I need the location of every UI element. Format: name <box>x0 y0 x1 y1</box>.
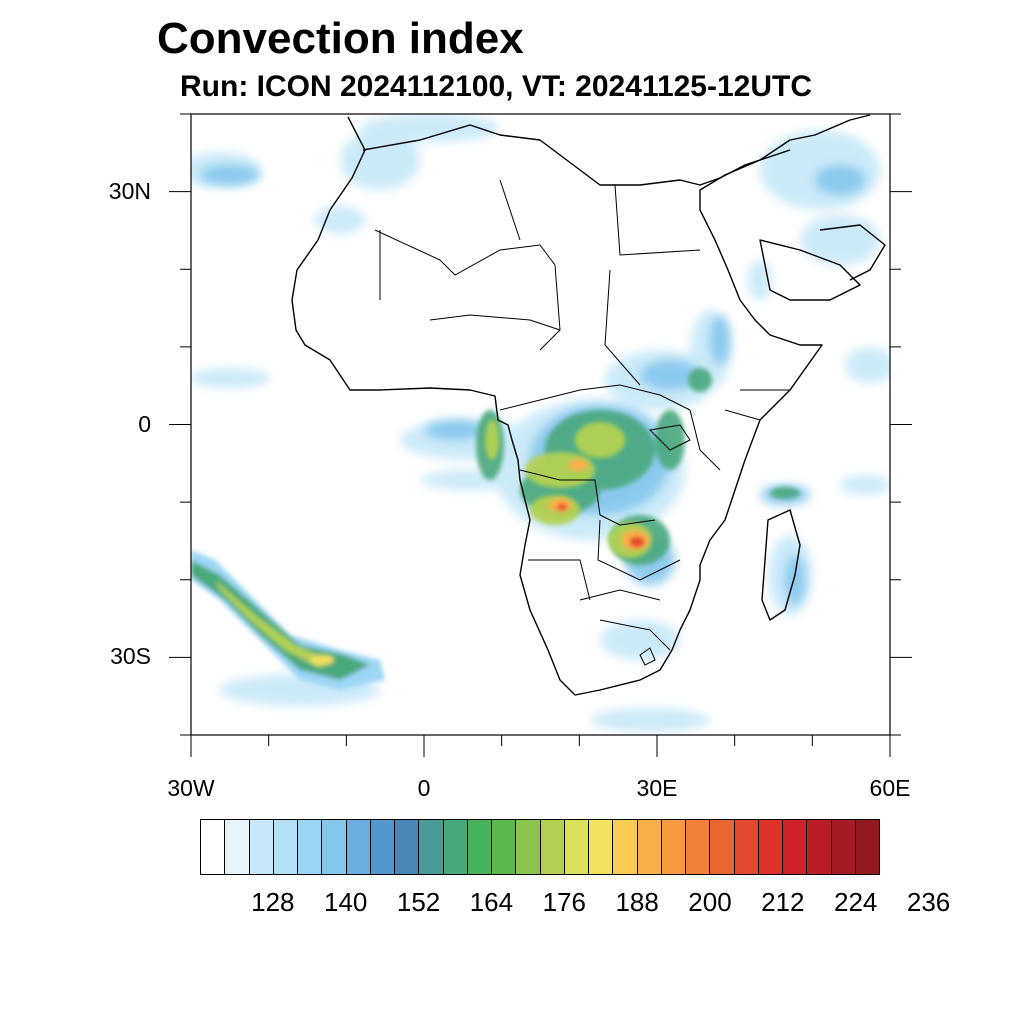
axis-ticks <box>169 113 912 757</box>
colorbar-label: 152 <box>396 887 441 917</box>
colorbar-swatch <box>758 820 783 874</box>
colorbar-label: 164 <box>469 887 514 917</box>
colorbar <box>200 819 880 875</box>
colorbar-swatch <box>322 820 347 874</box>
colorbar-label: 176 <box>542 887 586 917</box>
colorbar-swatch <box>273 820 298 874</box>
lat-tick-label: 0 <box>138 410 151 437</box>
lat-tick-label: 30S <box>110 643 151 670</box>
lat-tick-label: 30N <box>108 177 151 204</box>
colorbar-swatch <box>686 820 711 874</box>
colorbar-swatch <box>419 820 444 874</box>
colorbar-swatch <box>710 820 735 874</box>
colorbar-swatch <box>661 820 686 874</box>
colorbar-swatch <box>443 820 468 874</box>
colorbar-swatch <box>201 820 226 874</box>
colorbar-label: 224 <box>834 887 878 917</box>
colorbar-swatch <box>492 820 517 874</box>
colorbar-swatch <box>637 820 662 874</box>
lon-tick-label: 30W <box>167 775 215 801</box>
colorbar-label: 188 <box>615 887 659 917</box>
lon-tick-label: 0 <box>417 775 431 801</box>
colorbar-label: 236 <box>906 887 951 917</box>
colorbar-label: 128 <box>251 887 295 917</box>
coastlines <box>291 114 886 696</box>
colorbar-swatch <box>395 820 420 874</box>
colorbar-label: 200 <box>688 887 732 917</box>
colorbar-swatch <box>831 820 856 874</box>
colorbar-swatch <box>249 820 274 874</box>
colorbar-swatch <box>613 820 638 874</box>
colorbar-swatch <box>370 820 395 874</box>
colorbar-label: 212 <box>761 887 805 917</box>
colorbar-swatch <box>564 820 589 874</box>
colorbar-swatch <box>346 820 371 874</box>
colorbar-swatch <box>225 820 250 874</box>
convection-field <box>191 114 890 732</box>
colorbar-swatch <box>298 820 323 874</box>
chart-title: Convection index <box>157 14 524 63</box>
colorbar-swatch <box>807 820 832 874</box>
country-borders <box>374 179 790 666</box>
chart-subtitle: Run: ICON 2024112100, VT: 20241125-12UTC <box>180 70 813 103</box>
lon-tick-label: 30E <box>636 775 678 801</box>
colorbar-swatch <box>467 820 492 874</box>
lon-tick-label: 60E <box>869 775 911 801</box>
colorbar-swatch <box>734 820 759 874</box>
colorbar-swatch <box>540 820 565 874</box>
colorbar-swatch <box>589 820 614 874</box>
colorbar-label: 140 <box>324 887 368 917</box>
colorbar-swatch <box>855 820 879 874</box>
colorbar-swatch <box>516 820 541 874</box>
colorbar-swatch <box>783 820 808 874</box>
